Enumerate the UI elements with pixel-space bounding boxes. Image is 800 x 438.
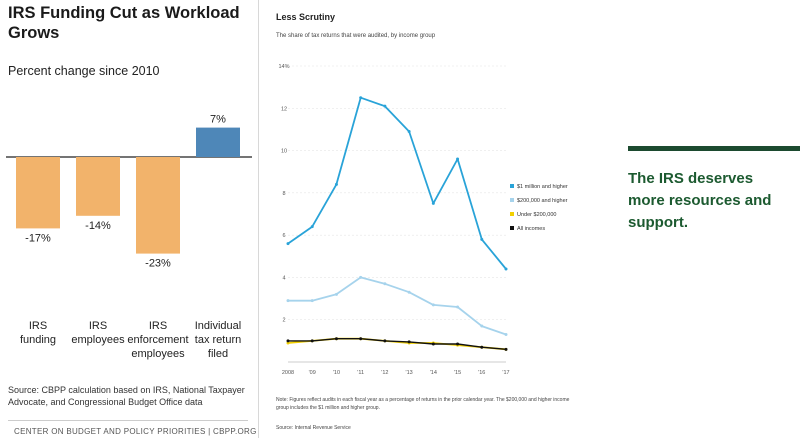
series-1-point-6 <box>431 303 435 307</box>
category-label-3-0: Individual <box>195 320 241 332</box>
value-label-3: 7% <box>210 114 226 126</box>
legend-label-0: $1 million and higher <box>517 184 568 190</box>
series-3-point-0 <box>286 339 290 343</box>
series-1-point-3 <box>359 275 363 279</box>
series-0-point-1 <box>310 225 314 229</box>
series-3-point-6 <box>431 342 435 346</box>
x-tick-2: '10 <box>333 370 340 376</box>
bar-0 <box>16 157 60 229</box>
category-label-0-0: IRS <box>29 320 47 332</box>
series-line-1 <box>288 276 507 336</box>
middle-chart-note: Note: Figures reflect audits in each fis… <box>276 397 570 411</box>
series-line-0 <box>287 96 507 270</box>
bar-1 <box>76 157 120 216</box>
series-0-point-6 <box>431 201 435 205</box>
category-label-3-2: filed <box>208 348 228 360</box>
x-tick-1: '09 <box>309 370 316 376</box>
legend-label-3: All incomes <box>517 226 545 232</box>
series-3-point-8 <box>480 345 484 349</box>
y-tick-6: 12 <box>281 106 287 112</box>
category-label-2-0: IRS <box>149 320 167 332</box>
category-label-0-1: funding <box>20 334 56 346</box>
series-0-point-8 <box>480 237 484 241</box>
series-1-point-4 <box>383 282 387 286</box>
x-tick-6: '14 <box>430 370 437 376</box>
left-chart-subtitle: Percent change since 2010 <box>8 64 160 78</box>
irs-funding-chart-panel: IRS Funding Cut as Workload Grows Percen… <box>0 0 262 438</box>
accent-bar <box>628 146 800 151</box>
category-label-3-1: tax return <box>195 334 241 346</box>
middle-chart-title: Less Scrutiny <box>276 12 336 22</box>
legend-swatch-0 <box>510 184 514 188</box>
series-line-3 <box>288 338 507 350</box>
audit-chart-panel: Less Scrutiny The share of tax returns t… <box>270 0 569 438</box>
message-text: The IRS deserves more resources and supp… <box>628 170 772 231</box>
category-label-1-1: employees <box>71 334 125 346</box>
y-tick-1: 2 <box>282 318 285 324</box>
middle-chart-subtitle: The share of tax returns that were audit… <box>276 33 436 39</box>
series-3-point-1 <box>310 339 314 343</box>
y-tick-4: 8 <box>282 191 285 197</box>
x-tick-7: '15 <box>454 370 461 376</box>
series-0-point-2 <box>334 182 338 186</box>
y-tick-2: 4 <box>282 275 285 281</box>
value-label-0: -17% <box>25 232 51 244</box>
value-label-2: -23% <box>145 258 171 270</box>
divider <box>8 420 248 421</box>
y-tick-3: 6 <box>282 233 285 239</box>
series-0-point-7 <box>456 157 460 161</box>
x-tick-5: '13 <box>406 370 413 376</box>
series-1-point-9 <box>504 333 508 337</box>
category-label-2-2: employees <box>131 348 185 360</box>
message-panel: The IRS deserves more resources and supp… <box>620 0 800 438</box>
category-label-1-0: IRS <box>89 320 107 332</box>
x-tick-3: '11 <box>357 370 364 376</box>
series-1-point-8 <box>480 324 484 328</box>
y-tick-7: 14% <box>278 64 289 70</box>
x-tick-0: 2008 <box>282 370 294 376</box>
series-3-point-7 <box>456 342 460 346</box>
series-0-point-5 <box>407 130 411 134</box>
bar-chart: -17% IRS funding -14% IRS employees -23% IRS enf… <box>6 114 252 360</box>
series-0-point-3 <box>359 96 363 100</box>
x-tick-4: '12 <box>381 370 388 376</box>
series-3-point-9 <box>504 347 508 351</box>
series-3-point-3 <box>359 337 363 341</box>
legend-swatch-1 <box>510 198 514 202</box>
left-chart-title: IRS Funding Cut as Workload Grows <box>8 4 240 42</box>
bar-3 <box>196 127 240 157</box>
series-2-point-0 <box>286 341 290 345</box>
series-3-point-4 <box>383 339 387 343</box>
category-label-2-1: enforcement <box>127 334 188 346</box>
x-tick-9: '17 <box>502 370 509 376</box>
x-tick-8: '16 <box>478 370 485 376</box>
legend-swatch-3 <box>510 226 514 230</box>
series-1-point-2 <box>334 292 338 296</box>
y-tick-5: 10 <box>281 149 287 155</box>
series-0-point-9 <box>504 267 508 271</box>
series-0-point-0 <box>286 242 290 246</box>
series-1-point-5 <box>407 290 411 294</box>
panel-divider <box>258 0 259 438</box>
series-1-point-0 <box>286 299 290 303</box>
series-1-point-7 <box>456 305 460 309</box>
legend-label-1: $200,000 and higher <box>517 198 568 204</box>
line-chart: 2 4 6 8 10 12 14% 2008 '09 '10 '11 '12 '13 '14 '15 '16 '… <box>278 64 568 376</box>
legend-label-2: Under $200,000 <box>517 212 556 218</box>
series-1-point-1 <box>310 299 314 303</box>
org-credit: CENTER ON BUDGET AND POLICY PRIORITIES |… <box>14 427 257 436</box>
series-0-point-4 <box>383 104 387 108</box>
legend-swatch-2 <box>510 212 514 216</box>
series-3-point-2 <box>334 337 338 341</box>
series-3-point-5 <box>407 340 411 344</box>
value-label-1: -14% <box>85 220 111 232</box>
middle-chart-source: Source: Internal Revenue Service <box>276 425 351 431</box>
bar-2 <box>136 157 180 254</box>
left-chart-source: Source: CBPP calculation based on IRS, N… <box>8 385 245 407</box>
